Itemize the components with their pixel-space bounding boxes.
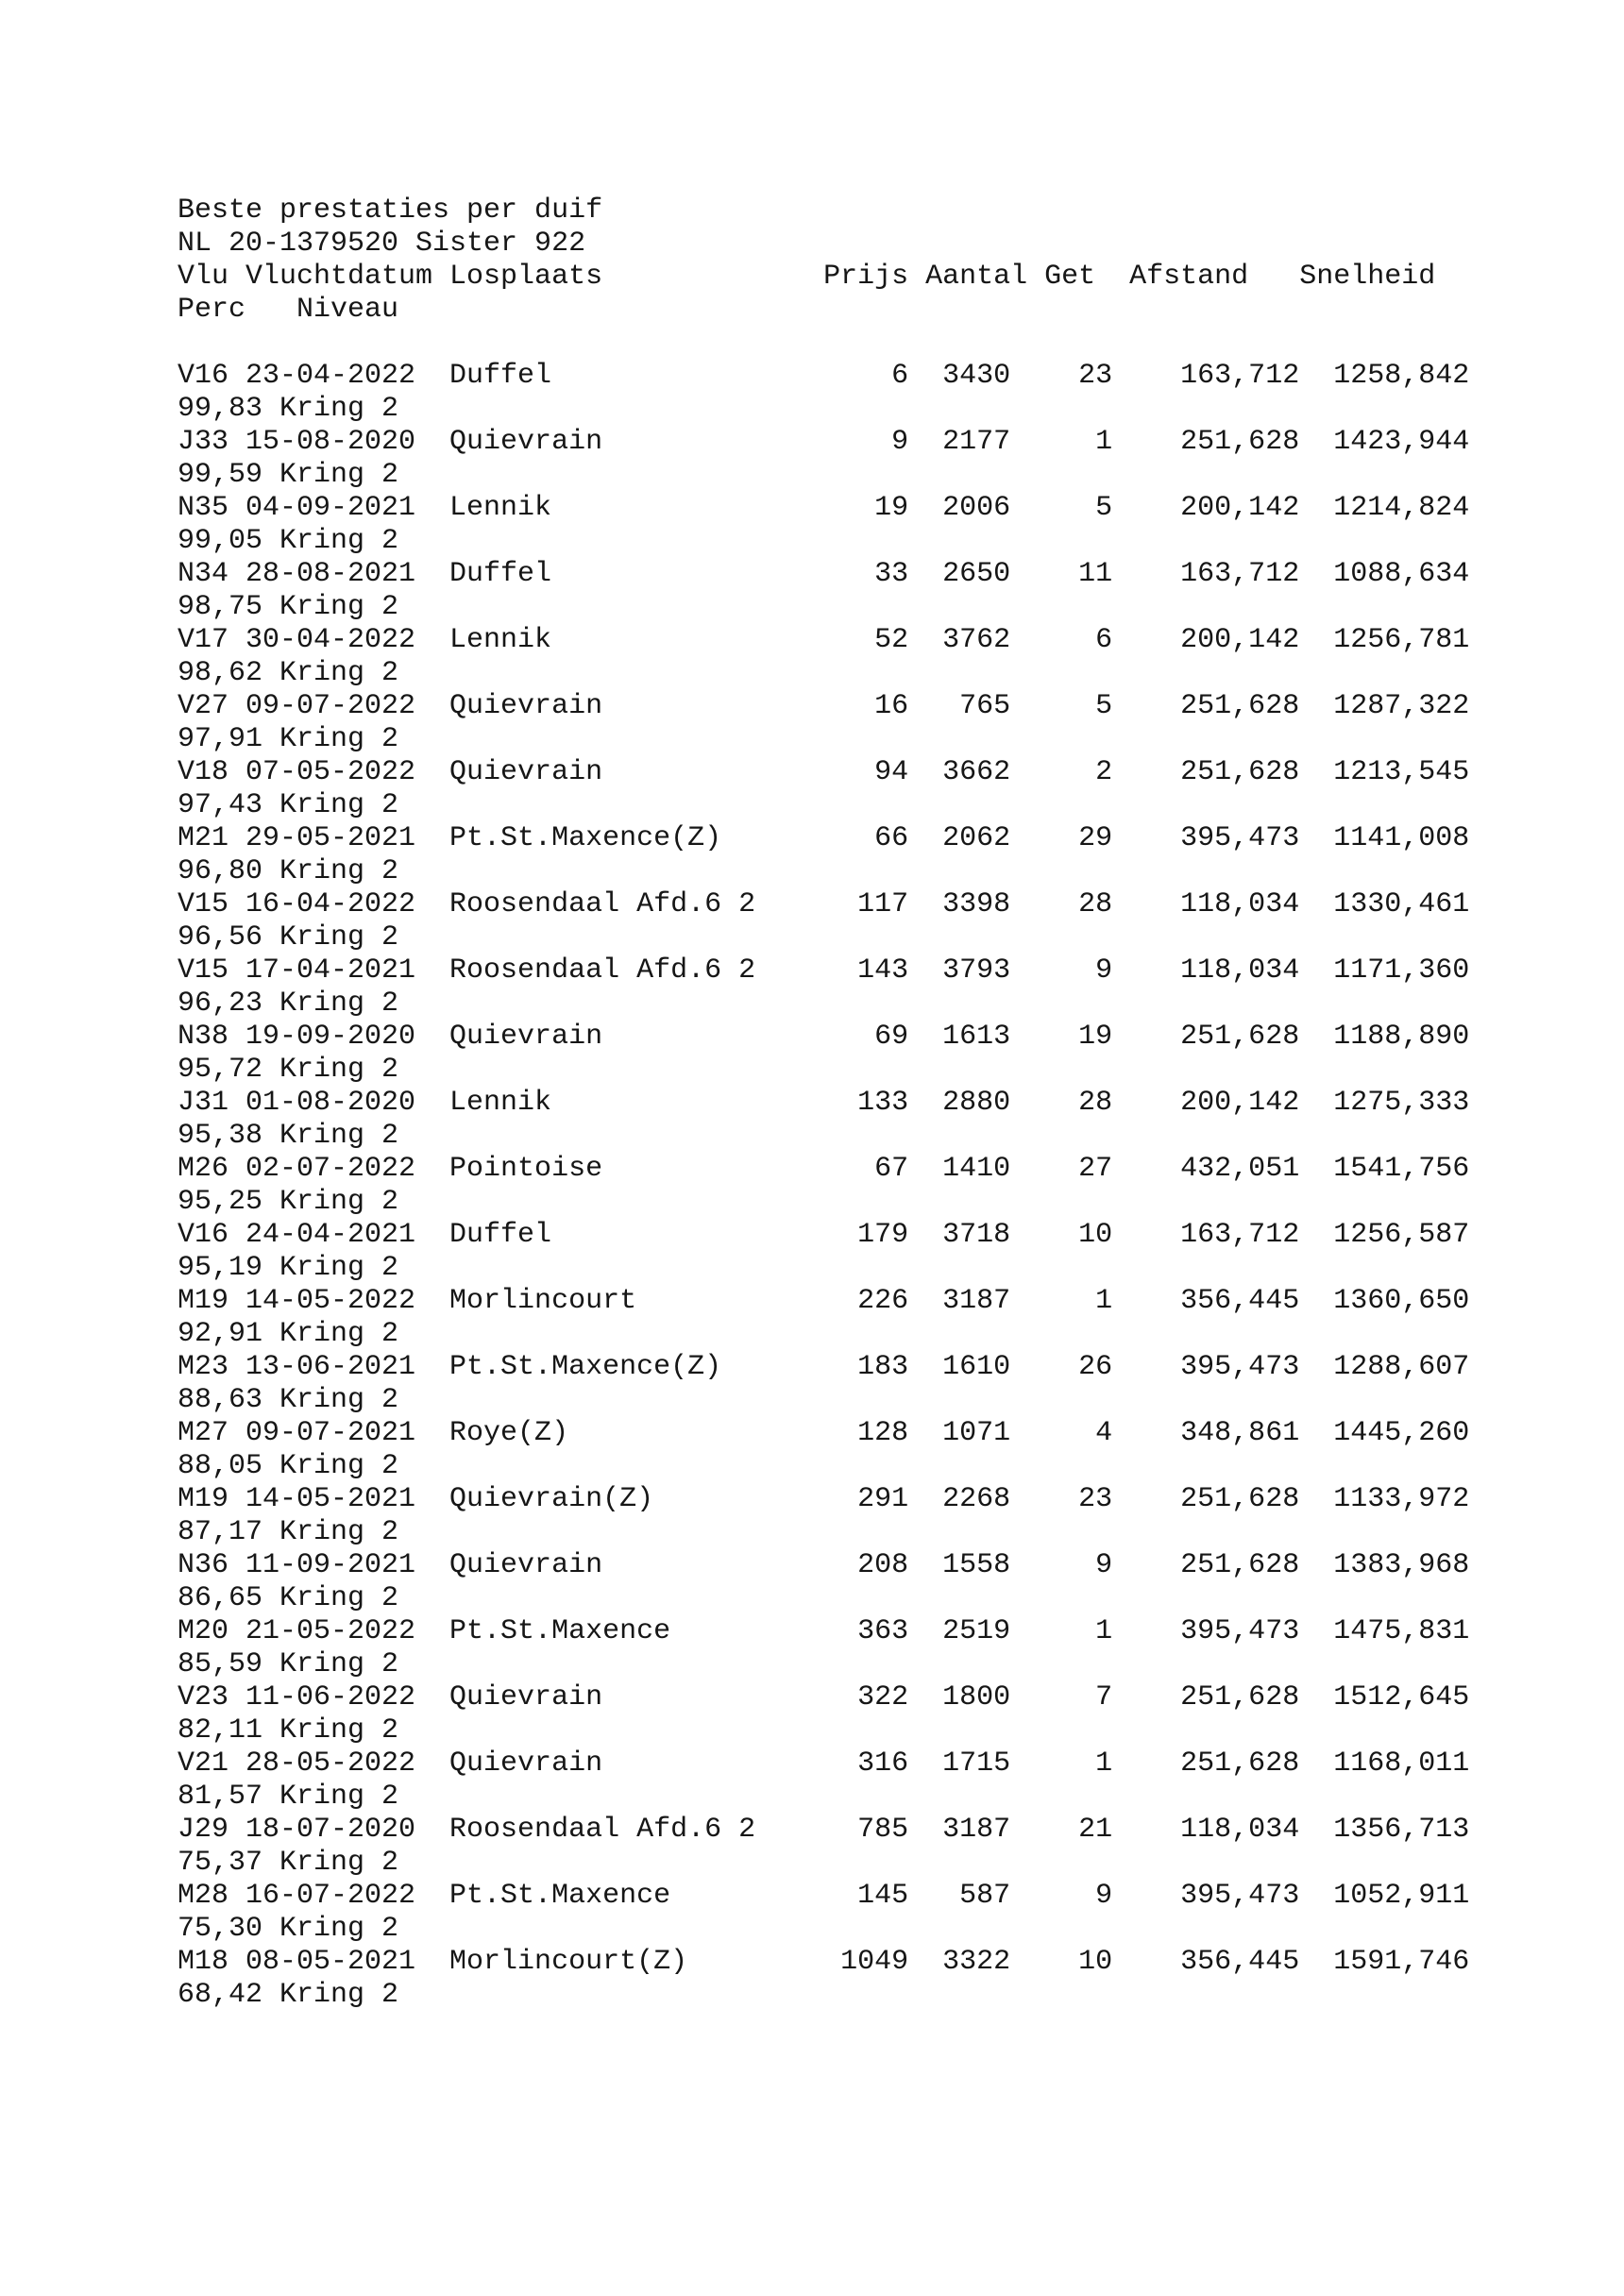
- report-title: Beste prestaties per duif: [178, 194, 603, 227]
- row-perc-line: 75,30 Kring 2: [178, 1913, 399, 1945]
- row-main-line: V27 09-07-2022 Quievrain 16 765 5 251,62…: [178, 690, 1470, 722]
- row-perc-line: 98,75 Kring 2: [178, 591, 399, 623]
- table-row: M21 29-05-2021 Pt.St.Maxence(Z) 66 2062 …: [178, 822, 1586, 888]
- row-perc-line: 68,42 Kring 2: [178, 1979, 399, 2011]
- table-row: N35 04-09-2021 Lennik 19 2006 5 200,142 …: [178, 492, 1586, 558]
- row-main-line: V23 11-06-2022 Quievrain 322 1800 7 251,…: [178, 1681, 1470, 1714]
- row-main-line: V16 23-04-2022 Duffel 6 3430 23 163,712 …: [178, 360, 1470, 392]
- row-main-line: M28 16-07-2022 Pt.St.Maxence 145 587 9 3…: [178, 1880, 1470, 1912]
- row-perc-line: 88,63 Kring 2: [178, 1384, 399, 1416]
- row-perc-line: 96,80 Kring 2: [178, 855, 399, 887]
- table-row: J31 01-08-2020 Lennik 133 2880 28 200,14…: [178, 1087, 1586, 1153]
- row-perc-line: 92,91 Kring 2: [178, 1318, 399, 1350]
- row-perc-line: 96,56 Kring 2: [178, 921, 399, 954]
- row-main-line: V21 28-05-2022 Quievrain 316 1715 1 251,…: [178, 1747, 1470, 1780]
- table-row: N34 28-08-2021 Duffel 33 2650 11 163,712…: [178, 558, 1586, 624]
- row-perc-line: 95,72 Kring 2: [178, 1054, 399, 1086]
- row-main-line: V17 30-04-2022 Lennik 52 3762 6 200,142 …: [178, 624, 1470, 656]
- row-main-line: M26 02-07-2022 Pointoise 67 1410 27 432,…: [178, 1153, 1470, 1185]
- table-row: M19 14-05-2021 Quievrain(Z) 291 2268 23 …: [178, 1483, 1586, 1549]
- table-row: M18 08-05-2021 Morlincourt(Z) 1049 3322 …: [178, 1946, 1586, 2012]
- table-row: V16 24-04-2021 Duffel 179 3718 10 163,71…: [178, 1219, 1586, 1285]
- row-perc-line: 95,19 Kring 2: [178, 1252, 399, 1284]
- table-row: V17 30-04-2022 Lennik 52 3762 6 200,142 …: [178, 624, 1586, 690]
- table-row: V15 17-04-2021 Roosendaal Afd.6 2 143 37…: [178, 954, 1586, 1021]
- table-row: M26 02-07-2022 Pointoise 67 1410 27 432,…: [178, 1153, 1586, 1219]
- row-main-line: V16 24-04-2021 Duffel 179 3718 10 163,71…: [178, 1219, 1470, 1251]
- table-row: V15 16-04-2022 Roosendaal Afd.6 2 117 33…: [178, 888, 1586, 954]
- table-row: N36 11-09-2021 Quievrain 208 1558 9 251,…: [178, 1549, 1586, 1615]
- table-row: N38 19-09-2020 Quievrain 69 1613 19 251,…: [178, 1021, 1586, 1087]
- table-row: M20 21-05-2022 Pt.St.Maxence 363 2519 1 …: [178, 1615, 1586, 1681]
- row-perc-line: 99,59 Kring 2: [178, 459, 399, 491]
- row-perc-line: 99,83 Kring 2: [178, 393, 399, 425]
- row-main-line: M19 14-05-2021 Quievrain(Z) 291 2268 23 …: [178, 1483, 1470, 1515]
- row-main-line: J31 01-08-2020 Lennik 133 2880 28 200,14…: [178, 1087, 1470, 1119]
- row-main-line: M23 13-06-2021 Pt.St.Maxence(Z) 183 1610…: [178, 1351, 1470, 1383]
- row-main-line: M21 29-05-2021 Pt.St.Maxence(Z) 66 2062 …: [178, 822, 1470, 854]
- row-main-line: M19 14-05-2022 Morlincourt 226 3187 1 35…: [178, 1285, 1470, 1317]
- row-main-line: N35 04-09-2021 Lennik 19 2006 5 200,142 …: [178, 492, 1470, 524]
- row-perc-line: 97,91 Kring 2: [178, 723, 399, 755]
- row-main-line: N38 19-09-2020 Quievrain 69 1613 19 251,…: [178, 1021, 1470, 1053]
- table-row: M27 09-07-2021 Roye(Z) 128 1071 4 348,86…: [178, 1417, 1586, 1483]
- row-perc-line: 82,11 Kring 2: [178, 1714, 399, 1747]
- row-main-line: M18 08-05-2021 Morlincourt(Z) 1049 3322 …: [178, 1946, 1470, 1978]
- row-perc-line: 95,25 Kring 2: [178, 1186, 399, 1218]
- table-row: M19 14-05-2022 Morlincourt 226 3187 1 35…: [178, 1285, 1586, 1351]
- table-row: V16 23-04-2022 Duffel 6 3430 23 163,712 …: [178, 360, 1586, 426]
- row-perc-line: 95,38 Kring 2: [178, 1120, 399, 1152]
- row-perc-line: 96,23 Kring 2: [178, 988, 399, 1020]
- row-perc-line: 81,57 Kring 2: [178, 1781, 399, 1813]
- row-main-line: V15 17-04-2021 Roosendaal Afd.6 2 143 37…: [178, 954, 1470, 987]
- row-perc-line: 86,65 Kring 2: [178, 1582, 399, 1614]
- row-main-line: N34 28-08-2021 Duffel 33 2650 11 163,712…: [178, 558, 1470, 590]
- pigeon-id: NL 20-1379520 Sister 922: [178, 228, 586, 260]
- table-row: M28 16-07-2022 Pt.St.Maxence 145 587 9 3…: [178, 1880, 1586, 1946]
- row-perc-line: 98,62 Kring 2: [178, 657, 399, 689]
- table-row: V21 28-05-2022 Quievrain 316 1715 1 251,…: [178, 1747, 1586, 1814]
- table-row: J29 18-07-2020 Roosendaal Afd.6 2 785 31…: [178, 1814, 1586, 1880]
- row-main-line: M27 09-07-2021 Roye(Z) 128 1071 4 348,86…: [178, 1417, 1470, 1449]
- row-main-line: M20 21-05-2022 Pt.St.Maxence 363 2519 1 …: [178, 1615, 1470, 1647]
- row-main-line: V15 16-04-2022 Roosendaal Afd.6 2 117 33…: [178, 888, 1470, 920]
- row-perc-line: 88,05 Kring 2: [178, 1450, 399, 1482]
- row-main-line: N36 11-09-2021 Quievrain 208 1558 9 251,…: [178, 1549, 1470, 1581]
- table-row: V18 07-05-2022 Quievrain 94 3662 2 251,6…: [178, 756, 1586, 822]
- table-row: V23 11-06-2022 Quievrain 322 1800 7 251,…: [178, 1681, 1586, 1747]
- row-perc-line: 75,37 Kring 2: [178, 1847, 399, 1879]
- row-main-line: J33 15-08-2020 Quievrain 9 2177 1 251,62…: [178, 426, 1470, 458]
- row-main-line: V18 07-05-2022 Quievrain 94 3662 2 251,6…: [178, 756, 1470, 788]
- column-header-sub: Perc Niveau: [178, 294, 399, 326]
- table-row: V27 09-07-2022 Quievrain 16 765 5 251,62…: [178, 690, 1586, 756]
- table-row: J33 15-08-2020 Quievrain 9 2177 1 251,62…: [178, 426, 1586, 492]
- column-header-main: Vlu Vluchtdatum Losplaats Prijs Aantal G…: [178, 261, 1436, 293]
- table-row: M23 13-06-2021 Pt.St.Maxence(Z) 183 1610…: [178, 1351, 1586, 1417]
- row-perc-line: 85,59 Kring 2: [178, 1648, 399, 1680]
- spacer-line: [178, 327, 1586, 360]
- row-main-line: J29 18-07-2020 Roosendaal Afd.6 2 785 31…: [178, 1814, 1470, 1846]
- results-table: V16 23-04-2022 Duffel 6 3430 23 163,712 …: [178, 360, 1586, 2012]
- row-perc-line: 99,05 Kring 2: [178, 525, 399, 557]
- row-perc-line: 87,17 Kring 2: [178, 1516, 399, 1548]
- row-perc-line: 97,43 Kring 2: [178, 789, 399, 821]
